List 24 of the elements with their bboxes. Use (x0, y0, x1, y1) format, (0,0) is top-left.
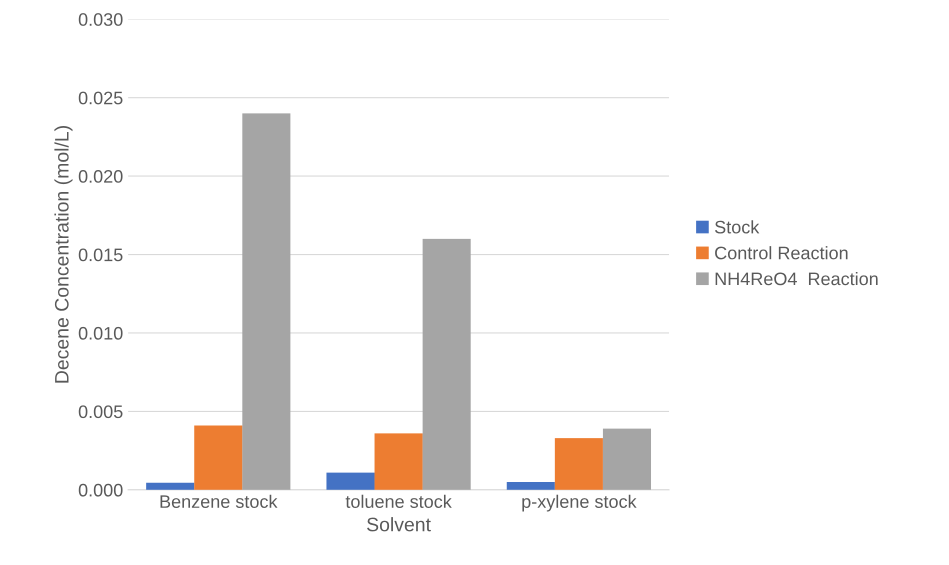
bar (422, 238, 471, 490)
bar (326, 472, 375, 490)
y-tick-label: 0.015 (78, 248, 122, 262)
y-tick-label: 0.030 (78, 13, 123, 26)
bar (554, 438, 603, 490)
bar (506, 482, 555, 490)
y-tick-label: 0.000 (78, 484, 123, 497)
legend-label: NH4ReO4 Reaction (716, 272, 878, 286)
legend-label: Control Reaction (715, 246, 848, 260)
bar (194, 426, 242, 490)
y-tick-label: 0.005 (78, 405, 122, 418)
bar (374, 433, 423, 490)
y-axis-title: Decene Concentration (mol/L) (54, 126, 73, 383)
y-tick-label: 0.020 (78, 170, 123, 183)
bar (602, 428, 652, 490)
y-tick-label: 0.010 (78, 326, 123, 340)
bar (146, 482, 194, 490)
bar (242, 113, 290, 490)
x-tick-label: toluene stock (346, 494, 452, 508)
x-tick-label: Benzene stock (160, 494, 278, 508)
legend-label: Stock (714, 220, 760, 234)
x-tick-label: p-xylene stock (522, 494, 637, 512)
y-tick-label: 0.025 (78, 92, 122, 104)
x-axis-title: Solvent (367, 517, 431, 532)
